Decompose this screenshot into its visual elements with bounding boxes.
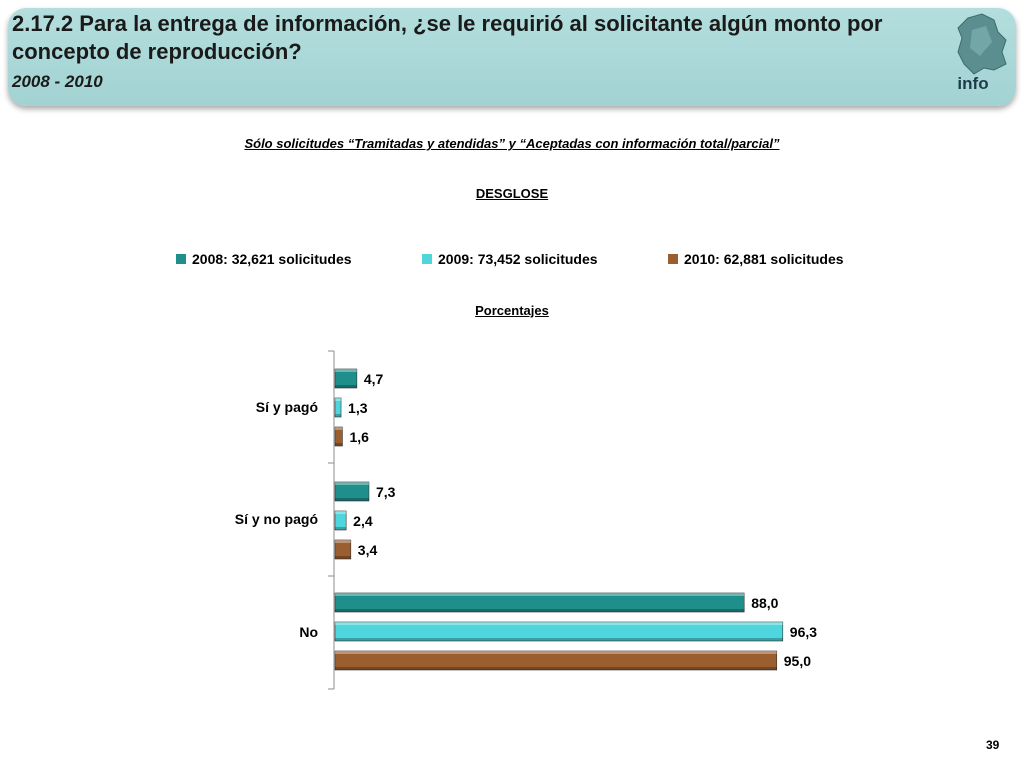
bar-si-y-no-pago-2008 (334, 481, 370, 502)
bar-shade (335, 556, 351, 559)
bar-body (334, 426, 343, 447)
bar-shade (335, 414, 342, 417)
bar-body (334, 510, 347, 531)
section-label: DESGLOSE (475, 186, 549, 201)
bar-shade (335, 609, 745, 612)
value-label-no-2009: 96,3 (789, 624, 818, 640)
legend-swatch-2009 (422, 254, 432, 264)
bar-highlight (335, 511, 347, 514)
bar-highlight (335, 593, 745, 596)
page-number: 39 (986, 738, 1000, 752)
year-range: 2008 - 2010 (12, 72, 103, 91)
bar-highlight (335, 398, 342, 401)
bar-si-y-no-pago-2009 (334, 510, 347, 531)
legend-swatch-2008 (176, 254, 186, 264)
bar-si-y-pago-2008 (334, 368, 358, 389)
legend-label-2010: 2010: 62,881 solicitudes (684, 251, 844, 267)
bar-shade (335, 667, 777, 670)
category-label-si-y-no-pago: Sí y no pagó (234, 511, 318, 527)
bar-highlight (335, 369, 357, 372)
bar-no-2009 (334, 621, 784, 642)
bar-highlight (335, 482, 369, 485)
value-label-no-2008: 88,0 (751, 595, 779, 611)
bar-body (334, 539, 352, 560)
value-label-si-y-no-pago-2008: 7,3 (375, 484, 396, 500)
bar-shade (335, 385, 357, 388)
bar-si-y-pago-2010 (334, 426, 343, 447)
bar-si-y-no-pago-2010 (334, 539, 352, 560)
legend-item-2009: 2009: 73,452 solicitudes (422, 251, 598, 269)
bar-no-2008 (334, 592, 745, 613)
bar-highlight (335, 540, 351, 543)
bar-shade (335, 638, 783, 641)
legend-item-2008: 2008: 32,621 solicitudes (176, 251, 352, 269)
bar-highlight (335, 622, 783, 625)
bar-shade (335, 527, 347, 530)
bar-highlight (335, 427, 343, 430)
bar-shade (335, 443, 343, 446)
logo-text: info (957, 74, 989, 93)
value-label-si-y-no-pago-2009: 2,4 (353, 513, 373, 529)
info-logo-icon (957, 13, 1007, 75)
value-label-si-y-pago-2010: 1,6 (349, 429, 369, 445)
category-label-no: No (299, 624, 318, 640)
bar-shade (335, 498, 369, 501)
bar-no-2010 (334, 650, 778, 671)
legend-label-2009: 2009: 73,452 solicitudes (438, 251, 598, 267)
page-title: 2.17.2 Para la entrega de información, ¿… (12, 11, 883, 64)
bar-highlight (335, 651, 777, 654)
units-label: Porcentajes (475, 303, 549, 318)
bar-body (334, 397, 342, 418)
value-label-no-2010: 95,0 (783, 653, 811, 669)
bar-body (334, 481, 370, 502)
bar-body (334, 592, 745, 613)
bar-si-y-pago-2009 (334, 397, 342, 418)
legend-label-2008: 2008: 32,621 solicitudes (192, 251, 352, 267)
header-banner (8, 8, 1016, 106)
value-label-si-y-pago-2009: 1,3 (348, 400, 368, 416)
bar-body (334, 368, 358, 389)
value-label-si-y-pago-2008: 4,7 (363, 371, 384, 387)
legend-swatch-2010 (668, 254, 678, 264)
bar-body (334, 650, 778, 671)
value-label-si-y-no-pago-2010: 3,4 (357, 542, 378, 558)
legend-item-2010: 2010: 62,881 solicitudes (668, 251, 844, 269)
chart-subtitle: Sólo solicitudes “Tramitadas y atendidas… (244, 136, 780, 151)
bar-body (334, 621, 784, 642)
category-label-si-y-pago: Sí y pagó (255, 399, 318, 415)
